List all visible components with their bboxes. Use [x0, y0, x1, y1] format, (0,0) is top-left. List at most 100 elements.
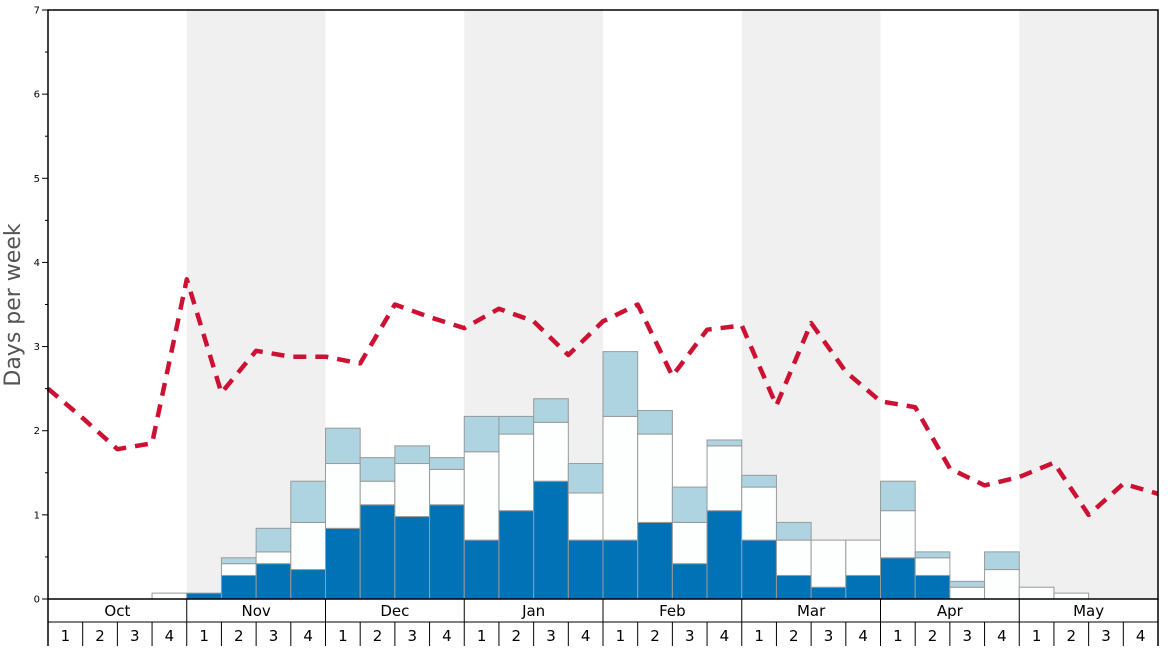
bar-dark-jan-w4 [567, 539, 604, 600]
y-tick-label: 6 [34, 90, 40, 101]
week-label: 1 [477, 627, 487, 645]
shade-band-may [1019, 10, 1158, 599]
bar-white-dec-w3 [394, 463, 431, 518]
bar-white-may-w2 [1053, 592, 1090, 600]
bar-light-feb-w1 [602, 351, 639, 417]
y-tick-label: 0 [34, 595, 40, 606]
week-label: 3 [546, 627, 556, 645]
bar-white-feb-w4 [706, 445, 743, 512]
bar-white-apr-w1 [880, 510, 916, 559]
week-label: 1 [1032, 627, 1042, 645]
bar-light-jan-w1 [463, 415, 500, 453]
bar-white-jan-w2 [498, 433, 535, 512]
bar-white-oct-w4 [151, 592, 188, 600]
bar-dark-mar-w1 [741, 539, 777, 600]
month-label-apr: Apr [937, 602, 964, 620]
month-label-oct: Oct [104, 602, 130, 620]
month-label-feb: Feb [659, 602, 686, 620]
bar-dark-dec-w3 [394, 516, 431, 600]
bar-white-jan-w3 [533, 421, 569, 482]
week-label: 2 [373, 627, 383, 645]
bar-dark-dec-w2 [359, 504, 396, 600]
bar-white-apr-w2 [914, 557, 951, 576]
bar-dark-feb-w4 [706, 510, 743, 600]
week-label: 2 [928, 627, 938, 645]
week-label: 4 [1136, 627, 1146, 645]
week-label: 3 [407, 627, 417, 645]
bar-white-nov-w3 [255, 551, 292, 565]
y-axis: 0 1 2 3 4 5 6 7 [34, 6, 48, 606]
bar-dark-dec-w4 [429, 504, 465, 600]
bar-white-mar-w1 [741, 486, 777, 541]
month-label-dec: Dec [380, 602, 409, 620]
bar-series [151, 351, 1090, 600]
week-label: 2 [512, 627, 522, 645]
bar-light-apr-w3 [949, 580, 986, 588]
week-label: 2 [789, 627, 799, 645]
bar-light-feb-w2 [637, 410, 673, 435]
bar-light-dec-w1 [325, 427, 361, 465]
bar-light-mar-w1 [741, 474, 777, 488]
bar-light-mar-w2 [775, 521, 812, 541]
bar-white-dec-w4 [429, 468, 465, 506]
bar-white-apr-w4 [984, 569, 1020, 600]
bar-white-mar-w2 [775, 539, 812, 576]
bar-white-feb-w3 [671, 521, 708, 565]
y-tick-label: 4 [34, 258, 40, 269]
week-label: 3 [824, 627, 834, 645]
bar-white-feb-w1 [602, 415, 639, 541]
bar-light-nov-w2 [220, 557, 257, 565]
bar-white-dec-w2 [359, 480, 396, 506]
week-label: 3 [269, 627, 279, 645]
bar-white-dec-w1 [325, 463, 361, 529]
bar-dark-nov-w3 [255, 563, 292, 600]
bar-light-apr-w2 [914, 551, 951, 559]
bar-light-nov-w4 [290, 480, 326, 523]
bar-light-apr-w1 [880, 480, 916, 512]
bar-dark-jan-w3 [533, 480, 569, 600]
bar-white-mar-w4 [845, 539, 881, 576]
month-label-may: May [1073, 602, 1104, 620]
week-label: 2 [234, 627, 244, 645]
y-tick-label: 3 [34, 342, 40, 353]
bar-light-jan-w2 [498, 415, 535, 435]
bar-white-nov-w2 [220, 563, 257, 576]
week-label: 2 [1067, 627, 1077, 645]
week-label: 4 [858, 627, 868, 645]
bar-dark-feb-w3 [671, 563, 708, 600]
week-label: 3 [1101, 627, 1111, 645]
bar-white-mar-w3 [810, 539, 847, 588]
month-label-jan: Jan [521, 602, 545, 620]
bar-dark-nov-w2 [220, 574, 257, 600]
bar-light-jan-w3 [533, 398, 569, 423]
week-label: 1 [616, 627, 626, 645]
bar-dark-feb-w1 [602, 539, 639, 600]
y-tick-label: 2 [34, 426, 40, 437]
bar-light-apr-w4 [984, 551, 1020, 571]
bar-light-feb-w4 [706, 439, 743, 447]
bar-dark-nov-w4 [290, 569, 326, 600]
bar-dark-mar-w2 [775, 574, 812, 600]
week-label: 3 [962, 627, 972, 645]
bar-light-feb-w3 [671, 486, 708, 523]
week-label: 1 [754, 627, 764, 645]
week-label: 4 [720, 627, 730, 645]
y-tick-label: 7 [34, 6, 40, 17]
bar-dark-mar-w3 [810, 586, 847, 600]
week-label: 4 [997, 627, 1007, 645]
bar-dark-dec-w1 [325, 527, 361, 600]
week-label: 3 [685, 627, 695, 645]
week-label: 4 [165, 627, 175, 645]
week-label: 3 [130, 627, 140, 645]
bar-light-dec-w2 [359, 457, 396, 482]
bar-white-jan-w4 [567, 492, 604, 541]
week-label: 2 [95, 627, 105, 645]
bar-light-dec-w4 [429, 457, 465, 470]
y-tick-label: 1 [34, 510, 40, 521]
bar-dark-jan-w1 [463, 539, 500, 600]
bar-light-nov-w3 [255, 527, 292, 553]
week-label: 4 [442, 627, 452, 645]
y-axis-label: Days per week [1, 223, 26, 386]
